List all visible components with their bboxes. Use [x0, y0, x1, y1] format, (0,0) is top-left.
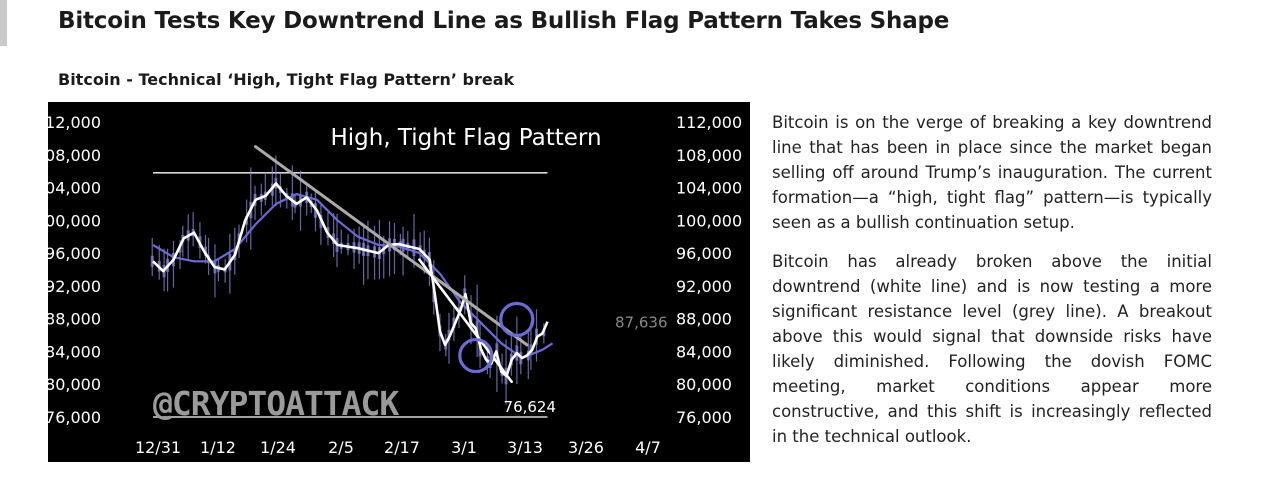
x-tick-label: 12/31	[135, 438, 181, 457]
y-tick-label-left: 108,000	[48, 146, 101, 165]
x-axis: 12/31 1/12 1/24 2/5 2/17 3/1 3/13 3/26 4/7	[135, 438, 661, 457]
moving-average-line	[152, 193, 554, 360]
x-tick-label: 3/13	[507, 438, 543, 457]
x-tick-label: 2/5	[328, 438, 354, 457]
article-body: Bitcoin is on the verge of breaking a ke…	[772, 110, 1212, 463]
y-tick-label-right: 92,000	[676, 277, 732, 296]
candle-body	[542, 330, 546, 337]
low-price-label: 76,624	[504, 398, 557, 416]
article-paragraph-1: Bitcoin is on the verge of breaking a ke…	[772, 113, 1212, 232]
chart-canvas: 112,000 108,000 104,000 100,000 96,000 92,000…	[48, 113, 742, 457]
y-tick-label-left: 100,000	[48, 211, 101, 230]
y-axis-left: 112,000 108,000 104,000 100,000 96,000 92,000…	[48, 113, 101, 427]
price-chart: 112,000 108,000 104,000 100,000 96,000 92,000…	[48, 102, 750, 462]
y-tick-label-right: 104,000	[676, 179, 742, 198]
y-tick-label-left: 76,000	[48, 408, 101, 427]
x-tick-label: 3/1	[451, 438, 477, 457]
y-tick-label-right: 96,000	[676, 244, 732, 263]
x-tick-label: 3/26	[568, 438, 604, 457]
y-tick-label-right: 84,000	[676, 342, 732, 361]
x-tick-label: 1/12	[200, 438, 236, 457]
chart-subheading: Bitcoin - Technical ‘High, Tight Flag Pa…	[58, 70, 515, 89]
x-tick-label: 1/24	[260, 438, 296, 457]
y-tick-label-right: 80,000	[676, 375, 732, 394]
initial-downtrend-line	[418, 258, 513, 384]
y-tick-label-right: 100,000	[676, 211, 742, 230]
y-tick-label-right: 88,000	[676, 310, 732, 329]
highlight-circle-1	[458, 337, 494, 374]
y-tick-label-right: 112,000	[676, 113, 742, 132]
watermark-text: @CRYPTOATTACK	[153, 384, 399, 423]
moving-average-layer	[152, 193, 554, 360]
y-axis-right: 112,000 108,000 104,000 100,000 96,000 92,000…	[676, 113, 742, 427]
y-tick-label-left: 80,000	[48, 375, 101, 394]
candle-body	[452, 317, 456, 328]
candle-body	[150, 255, 154, 267]
side-accent-bar	[0, 0, 7, 46]
article-headline: Bitcoin Tests Key Downtrend Line as Bull…	[58, 8, 950, 34]
y-tick-label-left: 104,000	[48, 179, 101, 198]
trendlines	[253, 145, 529, 384]
article-paragraph-2: Bitcoin has already broken above the ini…	[772, 252, 1212, 446]
price-annotations: 87,636 76,624	[504, 314, 668, 416]
x-tick-label: 2/17	[384, 438, 420, 457]
horizontal-levels	[153, 172, 548, 418]
y-tick-label-left: 88,000	[48, 310, 101, 329]
y-tick-label-left: 84,000	[48, 342, 101, 361]
y-tick-label-right: 108,000	[676, 146, 742, 165]
y-tick-label-left: 96,000	[48, 244, 101, 263]
y-tick-label-left: 112,000	[48, 113, 101, 132]
highlight-circle-2	[499, 301, 535, 338]
chart-title: High, Tight Flag Pattern	[330, 125, 601, 151]
x-tick-label: 4/7	[635, 438, 661, 457]
y-tick-label-left: 92,000	[48, 277, 101, 296]
y-tick-label-right: 76,000	[676, 408, 732, 427]
key-resistance-line	[253, 145, 529, 347]
last-price-label: 87,636	[615, 314, 668, 332]
highlight-circles	[458, 301, 535, 374]
